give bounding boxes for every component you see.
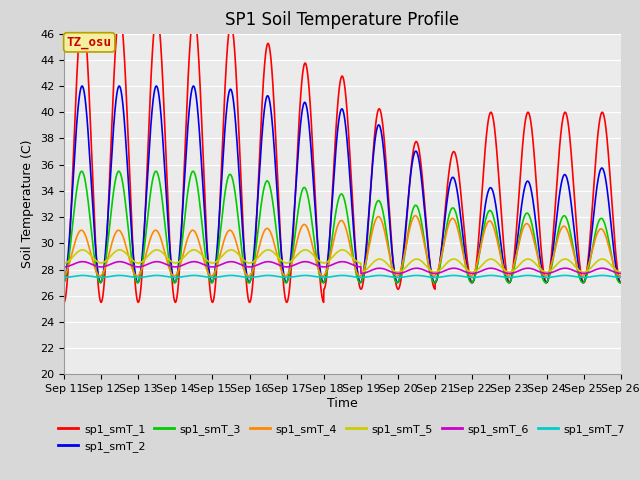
sp1_smT_2 (78, 83, 86, 89)
sp1_smT_5 (234, 250, 241, 256)
sp1_smT_7 (234, 273, 241, 279)
sp1_smT_6 (490, 266, 498, 272)
sp1_smT_1 (490, 122, 498, 128)
sp1_smT_1 (95, 292, 103, 298)
sp1_smT_1 (445, 170, 452, 176)
X-axis label: Time: Time (327, 397, 358, 410)
sp1_smT_2 (127, 224, 135, 229)
sp1_smT_3 (95, 279, 103, 285)
sp1_smT_3 (234, 207, 241, 213)
sp1_smT_6 (95, 264, 103, 270)
sp1_smT_7 (445, 273, 452, 279)
Line: sp1_smT_3: sp1_smT_3 (64, 171, 621, 283)
sp1_smT_2 (127, 212, 134, 218)
Line: sp1_smT_6: sp1_smT_6 (64, 262, 621, 274)
sp1_smT_1 (79, 11, 86, 17)
sp1_smT_7 (617, 275, 625, 280)
sp1_smT_1 (234, 93, 241, 99)
sp1_smT_3 (78, 168, 86, 174)
sp1_smT_7 (79, 273, 86, 278)
sp1_smT_3 (616, 280, 624, 286)
Text: TZ_osu: TZ_osu (67, 36, 112, 49)
Line: sp1_smT_7: sp1_smT_7 (64, 276, 621, 277)
sp1_smT_3 (127, 245, 134, 251)
sp1_smT_6 (234, 260, 241, 266)
sp1_smT_4 (60, 273, 68, 278)
Line: sp1_smT_2: sp1_smT_2 (64, 86, 621, 283)
sp1_smT_6 (60, 264, 68, 270)
sp1_smT_3 (445, 213, 452, 219)
sp1_smT_6 (617, 271, 625, 276)
sp1_smT_2 (60, 279, 68, 285)
sp1_smT_6 (127, 262, 134, 268)
sp1_smT_3 (490, 216, 498, 222)
sp1_smT_1 (127, 189, 134, 195)
sp1_smT_6 (127, 263, 135, 268)
sp1_smT_2 (468, 280, 476, 286)
sp1_smT_5 (127, 256, 135, 262)
sp1_smT_4 (617, 273, 625, 278)
sp1_smT_1 (60, 300, 68, 305)
sp1_smT_4 (96, 273, 104, 279)
sp1_smT_5 (127, 255, 134, 261)
sp1_smT_6 (357, 271, 365, 276)
Line: sp1_smT_5: sp1_smT_5 (64, 250, 621, 272)
sp1_smT_3 (617, 279, 625, 285)
sp1_smT_4 (490, 226, 498, 232)
sp1_smT_4 (95, 273, 103, 279)
sp1_smT_2 (617, 279, 625, 285)
Line: sp1_smT_1: sp1_smT_1 (64, 14, 621, 302)
sp1_smT_5 (617, 269, 625, 275)
sp1_smT_5 (95, 260, 103, 265)
sp1_smT_5 (60, 260, 68, 266)
Title: SP1 Soil Temperature Profile: SP1 Soil Temperature Profile (225, 11, 460, 29)
sp1_smT_2 (445, 186, 452, 192)
sp1_smT_5 (490, 257, 498, 263)
sp1_smT_7 (95, 275, 103, 280)
sp1_smT_2 (490, 194, 498, 200)
sp1_smT_4 (412, 213, 419, 218)
sp1_smT_1 (617, 280, 625, 286)
Legend: sp1_smT_1, sp1_smT_2, sp1_smT_3, sp1_smT_4, sp1_smT_5, sp1_smT_6, sp1_smT_7: sp1_smT_1, sp1_smT_2, sp1_smT_3, sp1_smT… (58, 424, 625, 452)
sp1_smT_4 (234, 243, 241, 249)
sp1_smT_6 (445, 266, 453, 272)
sp1_smT_7 (127, 274, 134, 279)
sp1_smT_5 (445, 258, 453, 264)
sp1_smT_2 (234, 143, 241, 148)
sp1_smT_5 (79, 247, 86, 253)
sp1_smT_7 (490, 273, 498, 278)
sp1_smT_3 (127, 252, 135, 257)
sp1_smT_6 (79, 259, 86, 264)
sp1_smT_7 (60, 275, 68, 280)
sp1_smT_4 (445, 220, 453, 226)
sp1_smT_7 (127, 274, 135, 280)
Line: sp1_smT_4: sp1_smT_4 (64, 216, 621, 276)
sp1_smT_5 (357, 269, 365, 275)
sp1_smT_1 (127, 207, 135, 213)
Y-axis label: Soil Temperature (C): Soil Temperature (C) (22, 140, 35, 268)
sp1_smT_2 (95, 277, 103, 283)
sp1_smT_4 (127, 260, 134, 266)
sp1_smT_4 (127, 263, 135, 268)
sp1_smT_3 (60, 279, 68, 285)
